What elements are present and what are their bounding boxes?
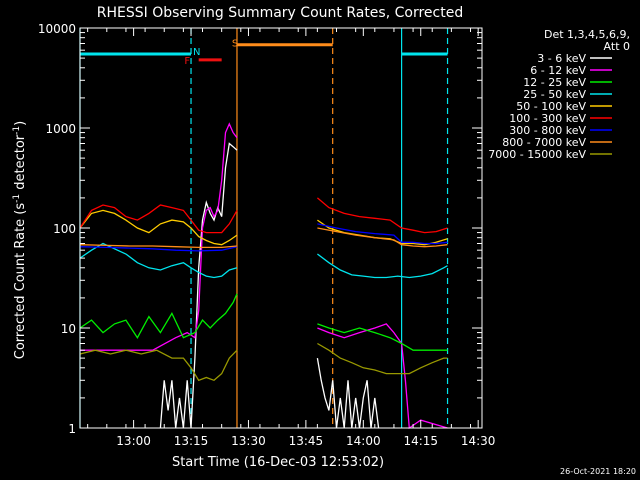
y-axis-label-end: ) <box>13 121 28 126</box>
axes: 13:00 13:15 13:30 13:45 14:00 14:15 14:30 1 10 10… <box>38 22 496 448</box>
legend-label: 3 - 6 keV <box>537 52 586 65</box>
timestamp: 26-Oct-2021 18:20 <box>560 467 636 476</box>
series-line <box>79 246 238 252</box>
y-tick-label: 10 <box>61 322 76 336</box>
y-tick-label: 1000 <box>45 122 76 136</box>
x-axis-label: Start Time (16-Dec-03 12:53:02) <box>172 455 384 470</box>
x-tick-label: 14:15 <box>403 434 438 448</box>
y-axis-label-sup-2: -1 <box>12 126 22 135</box>
state-letter: F <box>184 56 190 67</box>
legend-label: 6 - 12 keV <box>530 64 586 77</box>
series-line <box>79 349 238 382</box>
legend-label: 800 - 7000 keV <box>502 136 586 149</box>
chart-title: RHESSI Observing Summary Count Rates, Co… <box>97 5 463 21</box>
x-tick-label: 13:45 <box>289 434 324 448</box>
x-tick-label: 13:15 <box>174 434 209 448</box>
series-line <box>317 227 448 248</box>
series-line <box>316 197 448 234</box>
y-tick-label: 10000 <box>38 22 76 36</box>
plot-area: NF S <box>79 28 449 430</box>
series-line <box>79 244 238 249</box>
state-letter: N <box>193 47 200 58</box>
x-tick-label: 14:00 <box>346 434 381 448</box>
x-tick-label: 13:30 <box>231 434 266 448</box>
legend-label: 300 - 800 keV <box>509 124 586 137</box>
y-axis-label-sup-1: -1 <box>12 194 22 203</box>
series-line <box>80 122 238 351</box>
series-line <box>79 209 238 246</box>
x-tick-label: 14:30 <box>461 434 496 448</box>
series-line <box>317 253 448 279</box>
y-tick-label: 100 <box>53 222 76 236</box>
legend-label: 100 - 300 keV <box>509 112 586 125</box>
y-axis-label-mid: detector <box>13 134 28 194</box>
legend-label: 7000 - 15000 keV <box>488 148 586 161</box>
y-axis-label-main: Corrected Count Rate (s <box>13 203 28 360</box>
series-line <box>317 323 448 351</box>
y-tick-label: 1 <box>68 422 76 436</box>
series-line <box>317 323 448 430</box>
series-line <box>317 223 448 245</box>
legend-header-detectors: Det 1,3,4,5,6,9, <box>544 28 630 41</box>
series-line <box>159 142 238 429</box>
series-line <box>316 357 380 429</box>
y-axis-label: Corrected Count Rate (s-1 detector-1) <box>12 121 28 359</box>
legend-label: 25 - 50 keV <box>523 88 586 101</box>
series-line <box>79 204 238 234</box>
legend-header-attenuator: Att 0 <box>604 40 630 53</box>
series-line <box>317 342 448 375</box>
series-line <box>79 293 238 339</box>
legend-label: 12 - 25 keV <box>523 76 586 89</box>
state-letter: S <box>232 38 238 49</box>
x-tick-label: 13:00 <box>116 434 151 448</box>
legend-label: 50 - 100 keV <box>516 100 586 113</box>
